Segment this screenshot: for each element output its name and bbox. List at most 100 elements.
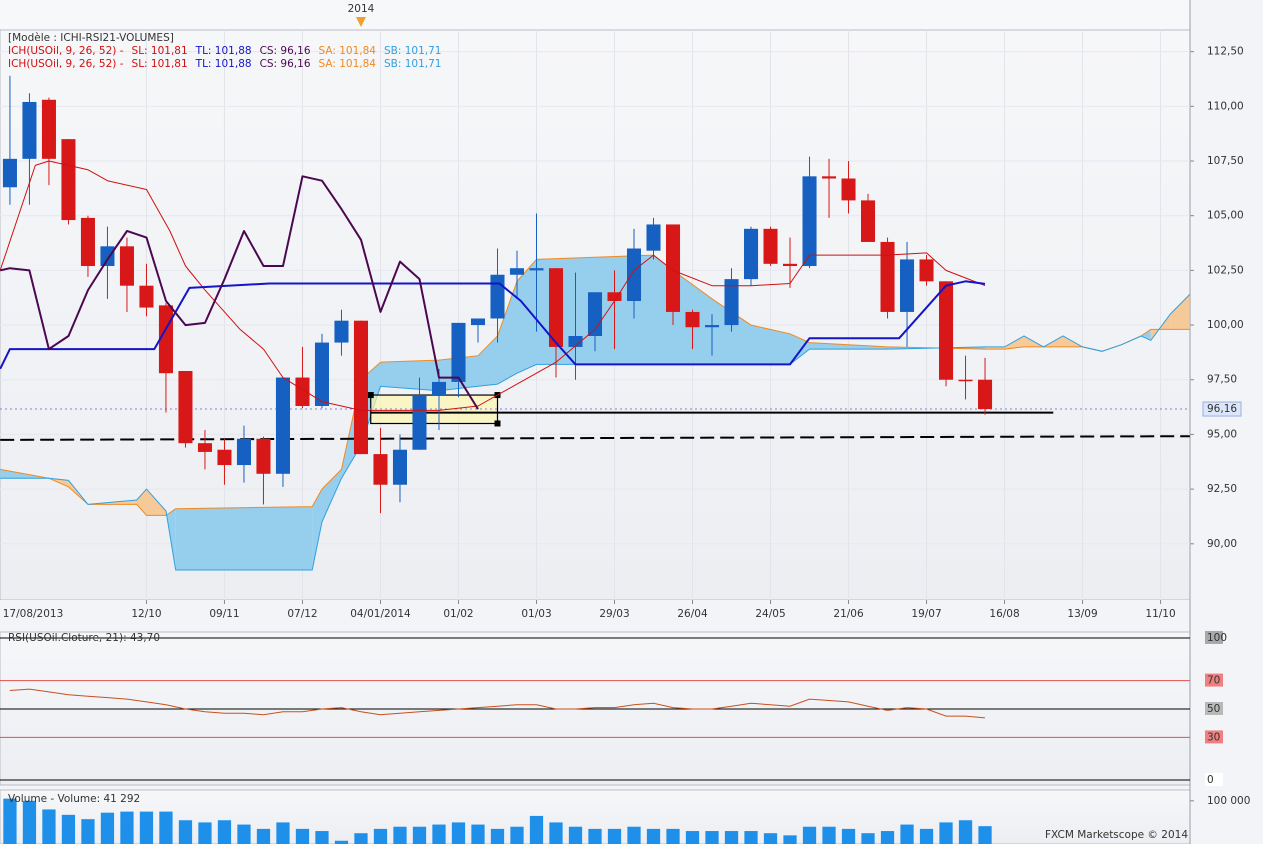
legend-item: TL: 101,88 [195,58,252,70]
last-price-label: 96,16 [1207,403,1237,415]
legend-item: SL: 101,81 [132,58,188,70]
volume-bar [159,811,173,844]
ichimoku-legend: ICH(USOil, 9, 26, 52) - SL: 101,81 TL: 101… [8,58,441,70]
y-tick-label: 100,00 [1207,319,1244,331]
volume-bar [295,828,310,844]
volume-bar [939,822,953,844]
candle-body [548,268,564,347]
volume-bar [81,819,95,844]
candle-body [900,259,915,312]
candle-body [939,281,954,380]
x-tick-label: 04/01/2014 [350,608,411,620]
candle-body [822,176,837,179]
tick-label-bg [1205,730,1223,744]
volume-bar [705,831,719,844]
tick-label-bg [1205,701,1223,715]
candle-body [100,246,115,267]
candle-body [841,178,856,201]
volume-bar [315,831,329,844]
volume-bar [841,828,856,844]
rectangle-handle [367,392,374,399]
candle-body [665,224,681,312]
candle-body [314,342,329,406]
volume-bar [412,826,427,844]
rsi-line [9,688,986,719]
y-tick-label: 97,50 [1207,374,1237,386]
candle-body [607,292,622,302]
candle-body [470,318,486,326]
volume-bar [490,828,505,844]
legend-item: TL: 101,88 [195,45,252,57]
tick-label-bg [1205,773,1223,787]
level-line [0,435,1190,441]
candle-body [334,320,349,343]
rsi-plot [0,637,1190,781]
volume-bar [237,824,251,844]
volume-bar [724,831,739,844]
volume-bar [61,814,76,844]
candle-body [80,217,95,267]
volume-bar [178,820,193,844]
legend-item: SA: 101,84 [319,58,377,70]
cloud-fill [809,342,888,350]
volume-bar [822,826,836,844]
volume-bar [958,820,973,844]
volume-bar [627,826,641,844]
candle-body [880,241,895,312]
volume-bar [666,828,680,844]
x-tick-label: 11/10 [1145,608,1175,620]
rsi-title: RSI(USOil.Cloture, 21): 43,70 [8,632,160,644]
volume-bar [685,831,700,844]
volume-bar [880,831,895,844]
candle-body [61,139,76,221]
cloud-fill [1141,329,1151,341]
y-tick-label: 107,50 [1207,155,1244,167]
volume-bar [861,833,875,844]
cloud-fill [146,489,166,516]
candle-body [782,263,798,267]
y-tick-label: 0 [1207,774,1214,786]
legend-item: SB: 101,71 [384,58,441,70]
candle-body [256,438,271,474]
tick-label-bg [1205,630,1223,644]
rectangle-handle [494,420,501,427]
candle-body [217,449,232,466]
footer: FXCM Marketscope © 2014 [1045,829,1188,841]
legend-item: SB: 101,71 [384,45,441,57]
candle-body [958,379,973,382]
candle-body [236,438,251,466]
y-tick-label: 100 000 [1207,795,1250,807]
cloud-fill [517,259,537,374]
volume-bar [451,822,466,844]
candle-body [743,228,759,280]
volume-bar [373,828,388,844]
candle-body [412,395,427,450]
cloud-fill [136,489,147,516]
candle-body [373,454,388,485]
legend-indicator: ICH(USOil, 9, 26, 52) - [8,58,124,70]
volume-bar [3,798,17,844]
y-tick-label: 102,50 [1207,264,1244,276]
candle-body [41,99,56,159]
candle-body [724,279,739,326]
x-tick-label: 13/09 [1067,608,1097,620]
candle-body [529,268,544,271]
y-tick-label: 95,00 [1207,428,1237,440]
candle-body [763,228,778,264]
volume-bar [432,824,446,844]
candle-body [568,335,583,347]
x-tick-label: 24/05 [755,608,785,620]
candle-body [451,322,466,382]
legend-item: SA: 101,84 [319,45,377,57]
y-tick-label: 92,50 [1207,483,1237,495]
model-label: [Modèle : ICHI-RSI21-VOLUMES] [8,32,174,44]
candle-body [978,379,993,410]
candle-body [119,246,134,286]
drawn-rectangle [370,394,499,425]
volume-bar [529,815,544,844]
x-tick-label: 01/02 [443,608,473,620]
volume-bar [393,826,407,844]
volume-bar [22,800,37,844]
volume-bar [646,828,661,844]
